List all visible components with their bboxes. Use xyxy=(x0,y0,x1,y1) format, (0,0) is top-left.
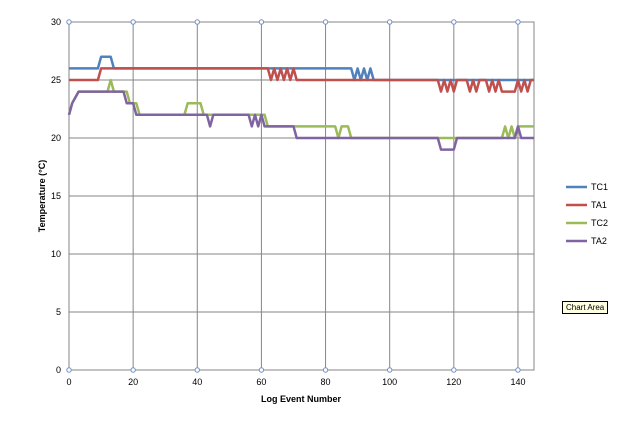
plot-border xyxy=(68,21,535,371)
x-tick-label: 40 xyxy=(192,377,202,387)
y-axis-ticks: 0 5 10 15 20 25 30 xyxy=(51,17,61,375)
legend-label-ta1: TA1 xyxy=(591,200,607,210)
x-tick-label: 20 xyxy=(128,377,138,387)
legend-label-ta2: TA2 xyxy=(591,236,607,246)
selection-handle[interactable] xyxy=(66,19,72,25)
selection-handle[interactable] xyxy=(66,367,72,373)
legend-label-tc1: TC1 xyxy=(591,182,608,192)
series-line-tc2[interactable] xyxy=(67,78,534,140)
legend-label-tc2: TC2 xyxy=(591,218,608,228)
selection-handle[interactable] xyxy=(130,19,136,25)
selection-handle[interactable] xyxy=(515,19,521,25)
series-line-ta2[interactable] xyxy=(67,90,534,151)
selection-handle[interactable] xyxy=(451,19,457,25)
x-tick-label: 120 xyxy=(446,377,461,387)
selection-handle[interactable] xyxy=(515,367,521,373)
selection-handle[interactable] xyxy=(386,367,393,373)
selection-handle[interactable] xyxy=(130,367,136,373)
series-line-tc1[interactable] xyxy=(69,55,534,82)
y-tick-label: 25 xyxy=(51,75,61,85)
selection-handle[interactable] xyxy=(322,19,329,25)
y-tick-label: 15 xyxy=(51,191,61,201)
y-tick-label: 20 xyxy=(51,133,61,143)
selection-handle[interactable] xyxy=(258,367,265,373)
x-tick-label: 140 xyxy=(510,377,525,387)
x-tick-label: 100 xyxy=(382,377,397,387)
legend: TC1 TA1 TC2 TA2 xyxy=(566,182,608,246)
x-axis-title: Log Event Number xyxy=(261,394,342,404)
x-axis-ticks: 0 20 40 60 80 100 120 140 xyxy=(66,377,525,387)
series-layer xyxy=(67,55,534,151)
selection-handle[interactable] xyxy=(258,19,265,25)
chart-area-tooltip: Chart Area xyxy=(562,301,609,314)
x-tick-label: 80 xyxy=(321,377,331,387)
x-tick-label: 0 xyxy=(66,377,71,387)
plot-area[interactable] xyxy=(66,19,535,373)
series-line-ta1[interactable] xyxy=(69,67,534,93)
selection-handle[interactable] xyxy=(322,367,329,373)
x-tick-label: 60 xyxy=(256,377,266,387)
y-tick-label: 30 xyxy=(51,17,61,27)
y-tick-label: 0 xyxy=(56,365,61,375)
grid-lines xyxy=(68,21,534,371)
selection-handle[interactable] xyxy=(194,19,200,25)
selection-handle[interactable] xyxy=(451,367,457,373)
selection-handle[interactable] xyxy=(386,19,393,25)
y-axis-title: Temperature (°C) xyxy=(37,160,47,232)
y-tick-label: 10 xyxy=(51,249,61,259)
y-tick-label: 5 xyxy=(56,307,61,317)
selection-handle[interactable] xyxy=(194,367,200,373)
